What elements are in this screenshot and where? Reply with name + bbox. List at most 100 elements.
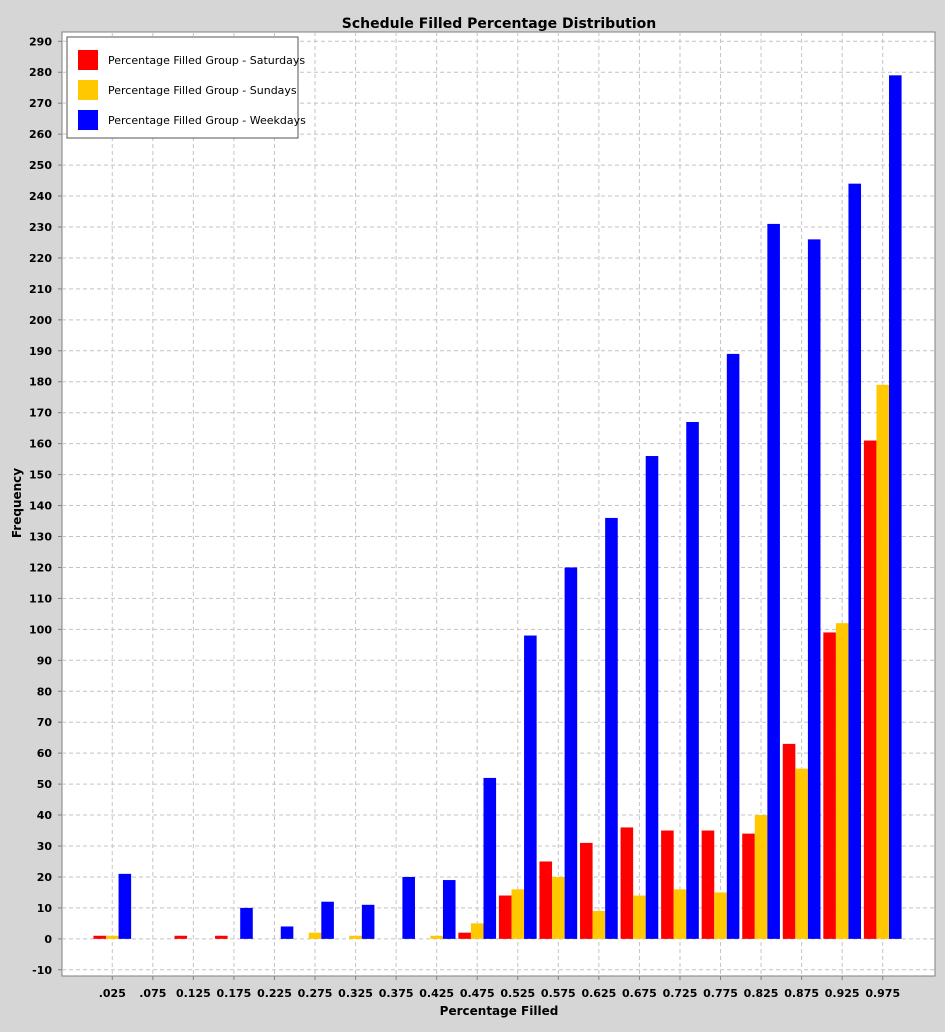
- grid-lines: [62, 32, 935, 976]
- y-tick-label: 220: [29, 252, 52, 265]
- x-tick-label: 0.775: [703, 987, 738, 1000]
- y-tick-label: 60: [37, 747, 53, 760]
- x-tick-label: 0.875: [784, 987, 819, 1000]
- x-tick-label: .025: [99, 987, 126, 1000]
- x-tick-label: 0.825: [744, 987, 779, 1000]
- legend-swatch: [78, 80, 98, 100]
- y-tick-label: 70: [37, 716, 53, 729]
- y-tick-label: 40: [37, 809, 53, 822]
- bar: [876, 384, 890, 939]
- bar: [714, 892, 727, 939]
- y-tick-label: 160: [29, 438, 52, 451]
- bar: [620, 827, 634, 939]
- bar: [511, 889, 525, 939]
- x-tick-label: 0.725: [663, 987, 698, 1000]
- y-tick-label: 130: [29, 530, 52, 543]
- y-tick-label: 200: [29, 314, 52, 327]
- y-tick-label: 120: [29, 561, 52, 574]
- bar: [442, 880, 456, 939]
- y-tick-label: 260: [29, 128, 52, 141]
- y-tick-label: 100: [29, 623, 52, 636]
- bar: [673, 889, 687, 939]
- bar: [105, 935, 119, 939]
- x-tick-label: 0.125: [176, 987, 211, 1000]
- x-tick-label: 0.175: [217, 987, 252, 1000]
- bar: [93, 935, 106, 939]
- y-axis-label: Frequency: [10, 468, 24, 538]
- bar: [430, 935, 443, 939]
- bar: [280, 926, 294, 939]
- bar: [402, 876, 415, 939]
- bar: [807, 239, 821, 939]
- x-tick-label: 0.375: [379, 987, 414, 1000]
- bar: [524, 635, 537, 939]
- bar: [633, 895, 646, 939]
- y-tick-label: 270: [29, 97, 52, 110]
- bar: [686, 421, 699, 939]
- bar: [308, 932, 322, 939]
- y-tick-label: 140: [29, 500, 52, 513]
- bar: [726, 353, 740, 939]
- bar: [645, 456, 659, 939]
- y-tick-label: 0: [44, 933, 52, 946]
- x-tick-label: 0.675: [622, 987, 657, 1000]
- bar: [889, 75, 902, 939]
- y-tick-label: 90: [37, 654, 53, 667]
- y-tick-label: 290: [29, 35, 52, 48]
- bar: [767, 223, 780, 939]
- bar: [742, 833, 755, 939]
- bar: [564, 567, 578, 939]
- bar: [701, 830, 715, 939]
- bar: [498, 895, 512, 939]
- bar: [661, 830, 674, 939]
- y-tick-label: 10: [37, 902, 53, 915]
- x-axis: .025 .075 0.125 0.175 0.225 0.275 0.325 0.375 0.…: [99, 976, 900, 1000]
- legend-swatch: [78, 50, 98, 70]
- bar: [782, 743, 796, 939]
- x-tick-label: 0.225: [257, 987, 292, 1000]
- y-tick-label: 180: [29, 376, 52, 389]
- legend-label: Percentage Filled Group - Sundays: [108, 84, 297, 97]
- bar: [321, 901, 334, 939]
- y-tick-label: 80: [37, 685, 53, 698]
- y-tick-label: 30: [37, 840, 53, 853]
- x-tick-label: 0.475: [460, 987, 495, 1000]
- bar: [823, 632, 836, 939]
- x-tick-label: 0.525: [500, 987, 535, 1000]
- legend-swatch: [78, 110, 98, 130]
- y-tick-label: 170: [29, 407, 52, 420]
- x-tick-label: 0.325: [338, 987, 373, 1000]
- y-tick-label: 190: [29, 345, 52, 358]
- bar: [174, 935, 188, 939]
- bar: [349, 935, 362, 939]
- bar: [458, 932, 471, 939]
- legend-label: Percentage Filled Group - Weekdays: [108, 114, 306, 127]
- bar: [470, 923, 484, 939]
- y-tick-label: 280: [29, 66, 52, 79]
- y-tick-label: 50: [37, 778, 53, 791]
- chart-title: Schedule Filled Percentage Distribution: [342, 16, 657, 32]
- bar: [118, 873, 132, 939]
- bar: [539, 861, 553, 939]
- bar: [863, 440, 877, 939]
- y-tick-label: 150: [29, 469, 52, 482]
- y-tick-label: 230: [29, 221, 52, 234]
- x-tick-label: 0.975: [865, 987, 900, 1000]
- x-tick-label: 0.625: [581, 987, 616, 1000]
- x-tick-label: 0.275: [298, 987, 333, 1000]
- bar: [835, 623, 849, 939]
- bar: [361, 904, 375, 939]
- bar: [580, 842, 593, 939]
- bar: [215, 935, 228, 939]
- legend-box: [66, 36, 299, 139]
- bar: [605, 517, 618, 939]
- y-tick-label: 240: [29, 190, 52, 203]
- legend: Percentage Filled Group - Saturdays Perce…: [66, 36, 306, 139]
- bar: [552, 876, 565, 939]
- y-tick-label: 250: [29, 159, 52, 172]
- x-tick-label: 0.575: [541, 987, 576, 1000]
- x-tick-label: 0.925: [825, 987, 860, 1000]
- x-axis-label: Percentage Filled: [440, 1004, 559, 1018]
